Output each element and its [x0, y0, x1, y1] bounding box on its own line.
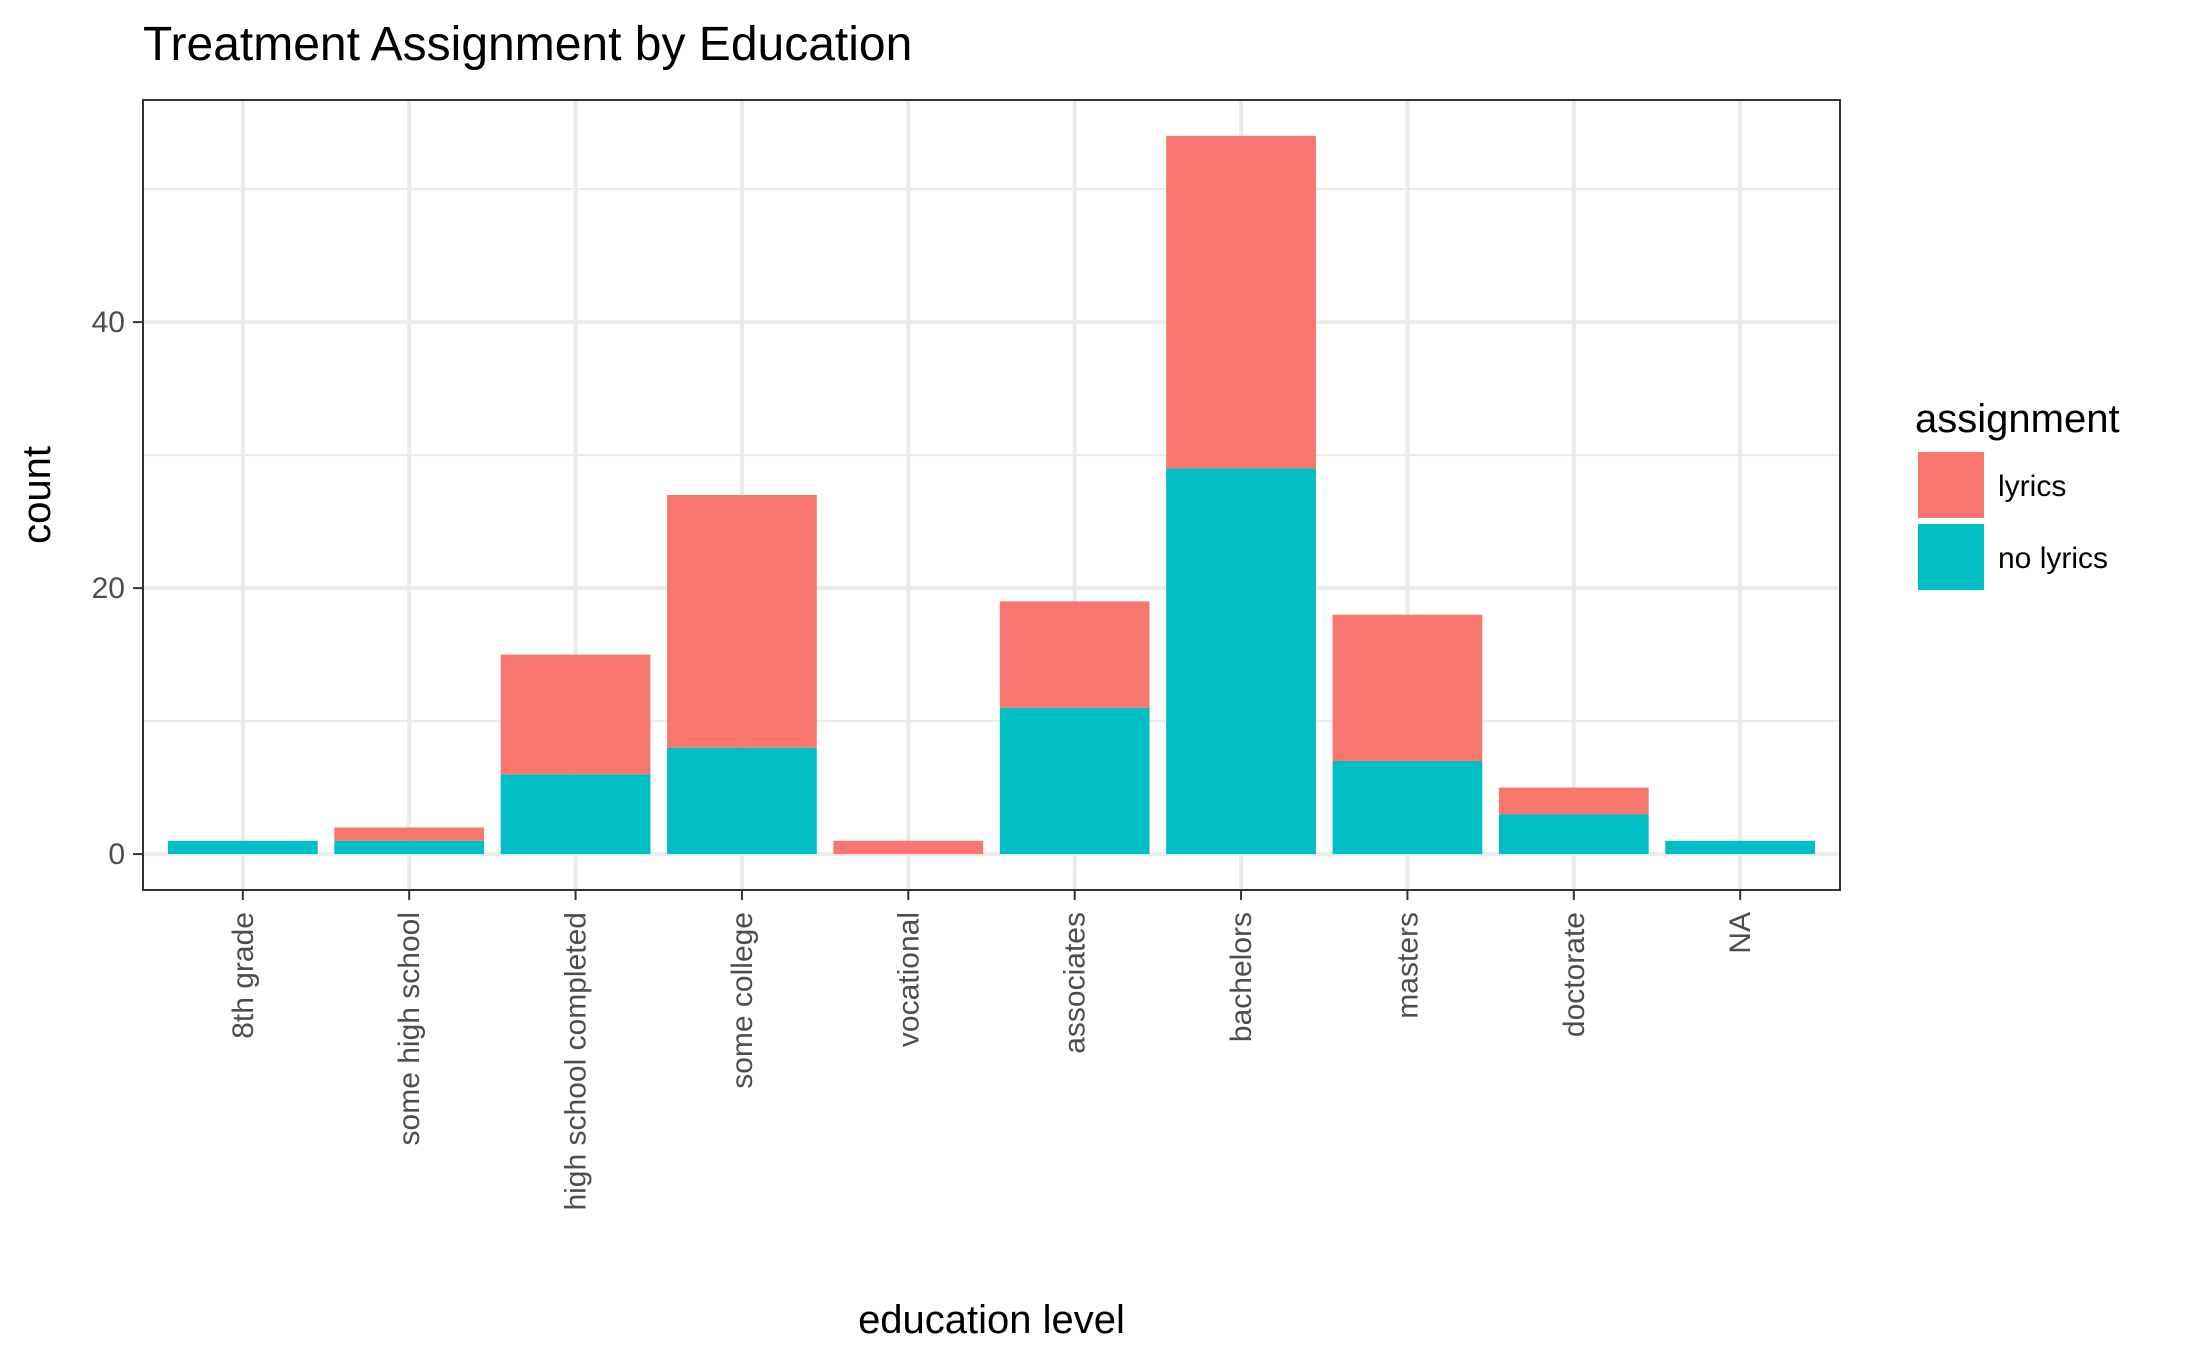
- y-tick-label: 20: [92, 572, 125, 605]
- x-tick-label: some high school: [393, 912, 426, 1145]
- x-tick-label: vocational: [892, 912, 925, 1047]
- bar-lyrics-2: [500, 654, 651, 775]
- bar-no-lyrics-0: [167, 840, 318, 855]
- bar-lyrics-8: [1498, 787, 1649, 815]
- bar-no-lyrics-2: [500, 774, 651, 855]
- bar-lyrics-5: [999, 601, 1150, 708]
- x-tick-label: doctorate: [1558, 912, 1591, 1037]
- legend-key-lyrics: [1918, 452, 1984, 518]
- x-tick-label: bachelors: [1225, 912, 1258, 1042]
- x-tick-label: 8th grade: [227, 912, 260, 1039]
- x-tick-label: associates: [1059, 912, 1092, 1054]
- x-axis: 8th grade some high school high school com…: [227, 890, 1757, 1211]
- x-tick-label: masters: [1391, 912, 1424, 1019]
- bar-no-lyrics-6: [1166, 468, 1316, 855]
- y-tick-label: 0: [108, 838, 125, 871]
- legend-title: assignment: [1915, 397, 2120, 441]
- bar-lyrics-3: [667, 495, 817, 748]
- bar-no-lyrics-5: [999, 707, 1150, 855]
- x-tick-label: some college: [726, 912, 759, 1089]
- y-axis-title: count: [15, 446, 59, 544]
- chart-title: Treatment Assignment by Education: [143, 18, 912, 71]
- plot-border: [142, 99, 1841, 891]
- bar-series-group: [167, 135, 1816, 855]
- bar-lyrics-7: [1332, 614, 1483, 761]
- legend: assignment lyrics no lyrics: [1915, 397, 2120, 590]
- x-axis-title: education level: [858, 1298, 1125, 1342]
- y-axis: 0 20 40: [92, 306, 143, 871]
- minor-gridlines: [143, 188, 1840, 723]
- legend-label-lyrics: lyrics: [1998, 470, 2066, 503]
- y-tick-label: 40: [92, 306, 125, 339]
- legend-key-no-lyrics: [1918, 524, 1984, 590]
- bar-lyrics-1: [334, 827, 485, 841]
- bar-no-lyrics-9: [1665, 840, 1816, 855]
- bar-no-lyrics-7: [1332, 760, 1483, 855]
- bar-no-lyrics-1: [334, 840, 485, 855]
- plot-panel: [143, 100, 1840, 890]
- legend-label-no-lyrics: no lyrics: [1998, 542, 2108, 575]
- x-tick-label: high school completed: [560, 912, 593, 1211]
- x-tick-label: NA: [1724, 912, 1757, 954]
- bar-no-lyrics-8: [1498, 814, 1649, 855]
- bar-lyrics-6: [1166, 135, 1316, 469]
- bar-lyrics-4: [833, 840, 984, 855]
- bar-no-lyrics-3: [667, 747, 817, 855]
